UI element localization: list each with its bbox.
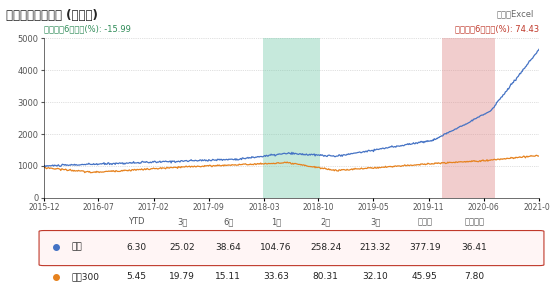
Bar (263, 38, 320, 198)
Text: 总回报: 总回报 (417, 217, 432, 226)
Text: 导出到Excel: 导出到Excel (496, 9, 534, 18)
Text: 年化回报: 年化回报 (464, 217, 484, 226)
Text: 32.10: 32.10 (362, 272, 388, 281)
Text: 45.95: 45.95 (412, 272, 438, 281)
Text: 6月: 6月 (223, 217, 234, 226)
Text: 258.24: 258.24 (310, 243, 342, 252)
Text: 15.11: 15.11 (216, 272, 241, 281)
Legend: 衰芳, 沪深300: 衰芳, 沪深300 (243, 237, 340, 254)
Text: 1年: 1年 (271, 217, 281, 226)
FancyBboxPatch shape (39, 231, 544, 266)
Text: 投资经理指数表现 (偏股型): 投资经理指数表现 (偏股型) (6, 9, 97, 22)
Text: 2年: 2年 (321, 217, 331, 226)
Bar (442, 38, 495, 198)
Text: 377.19: 377.19 (409, 243, 441, 252)
Text: 5.45: 5.45 (126, 272, 146, 281)
Text: 104.76: 104.76 (260, 243, 292, 252)
Text: 3月: 3月 (177, 217, 188, 226)
Text: 沪深300: 沪深300 (71, 272, 99, 281)
Text: 38.64: 38.64 (216, 243, 241, 252)
Text: 最高连续6月回报(%): 74.43: 最高连续6月回报(%): 74.43 (455, 24, 539, 33)
Text: 80.31: 80.31 (313, 272, 339, 281)
Text: 6.30: 6.30 (126, 243, 146, 252)
Text: 33.63: 33.63 (263, 272, 289, 281)
Text: 3年: 3年 (370, 217, 381, 226)
Text: YTD: YTD (128, 217, 145, 226)
Text: 衰芳: 衰芳 (71, 243, 82, 252)
Text: 36.41: 36.41 (461, 243, 487, 252)
Text: 213.32: 213.32 (360, 243, 391, 252)
Text: 最差连续6月回报(%): -15.99: 最差连续6月回报(%): -15.99 (44, 24, 131, 33)
Text: 25.02: 25.02 (169, 243, 195, 252)
Text: 19.79: 19.79 (169, 272, 195, 281)
Text: 7.80: 7.80 (464, 272, 484, 281)
